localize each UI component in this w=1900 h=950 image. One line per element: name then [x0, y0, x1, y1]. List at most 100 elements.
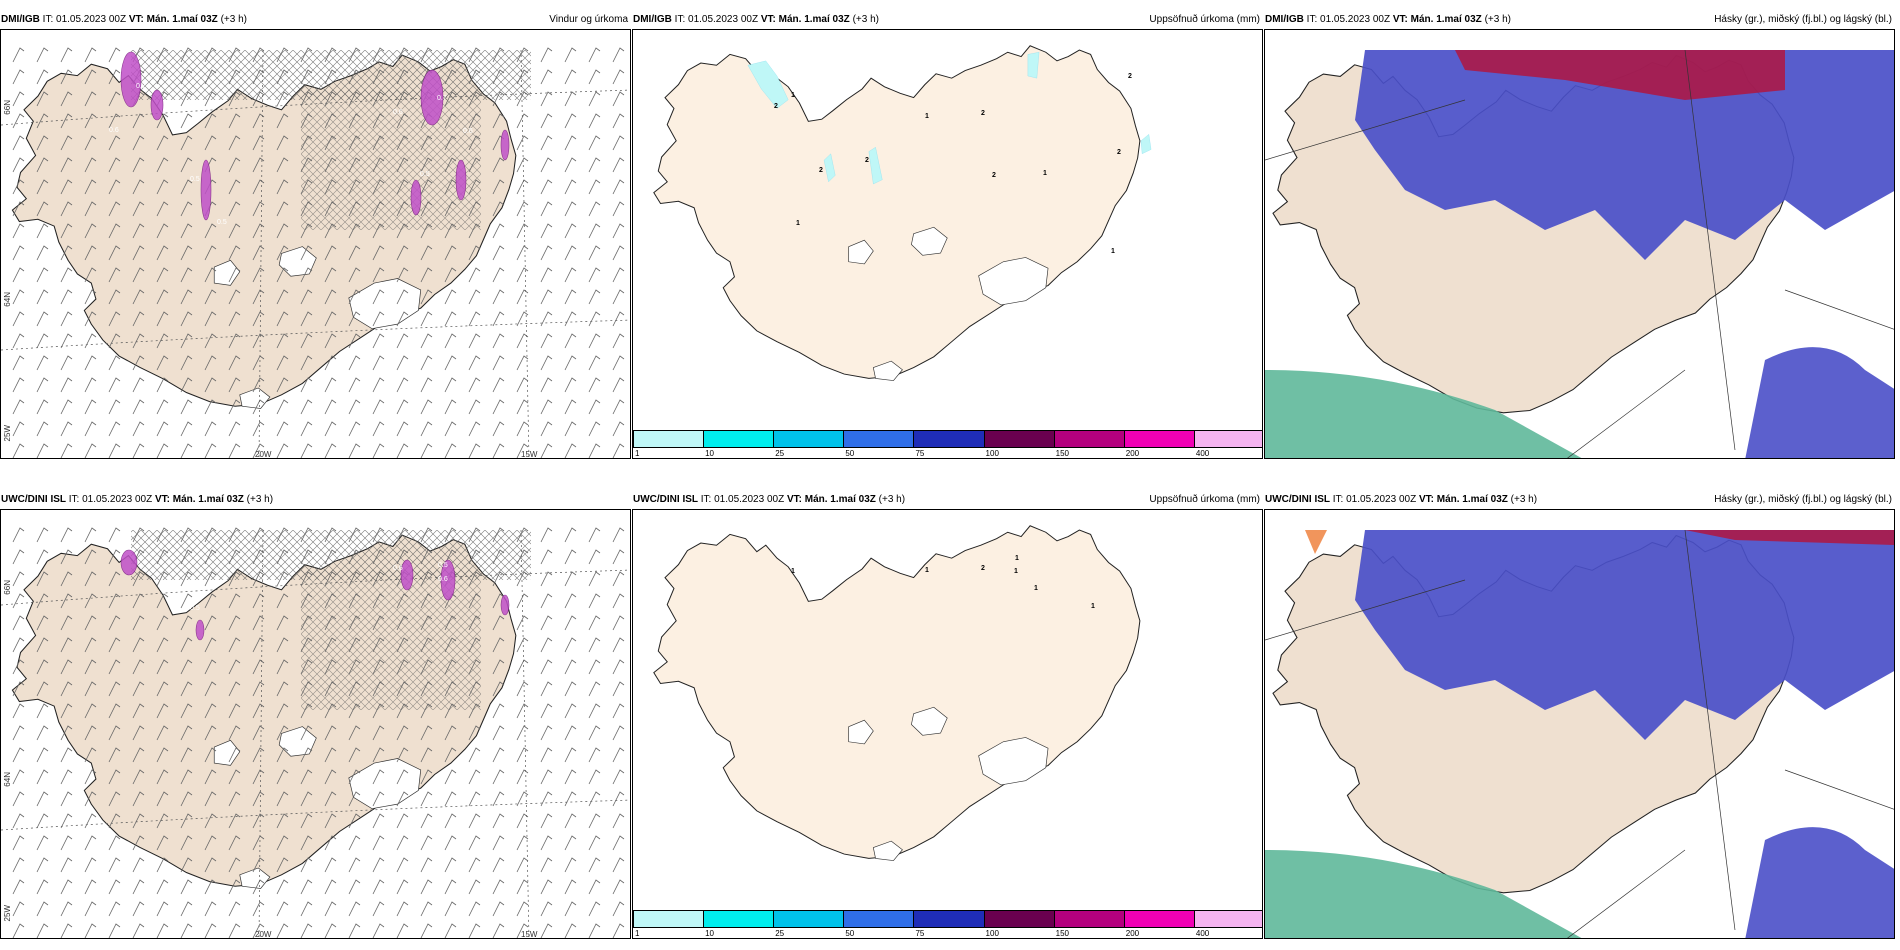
wind-barb [300, 725, 313, 741]
wind-barb [180, 681, 193, 697]
wind-barb [204, 311, 217, 327]
wind-barb [396, 113, 409, 129]
wind-barb [468, 857, 481, 873]
wind-barb [36, 135, 49, 151]
wind-barb [372, 923, 385, 938]
wind-barb [324, 571, 337, 587]
lead-time: (+3 h) [220, 14, 247, 25]
wind-barb [84, 223, 97, 239]
wind-barb [348, 47, 361, 63]
wind-barb [84, 681, 97, 697]
wind-barb [492, 421, 505, 437]
wind-barb [612, 923, 625, 938]
wind-barb [276, 791, 289, 807]
wind-barb [444, 747, 457, 763]
precip-blob [420, 69, 444, 126]
wind-map-canvas: 0.6 0.5 0.6 0.5 [1, 527, 630, 938]
precip-colorbar: 1 10 25 50 75 100 150 200 400 [633, 910, 1262, 938]
precip-area [1140, 134, 1152, 155]
wind-barb [492, 311, 505, 327]
wind-barb [540, 769, 553, 785]
wind-barb [84, 201, 97, 217]
wind-barb [468, 549, 481, 565]
wind-barb [444, 47, 457, 63]
wind-barb [540, 289, 553, 305]
wind-barb [108, 355, 121, 371]
wind-barb [276, 179, 289, 195]
wind-barb [468, 681, 481, 697]
wind-barb [396, 267, 409, 283]
wind-barb [300, 267, 313, 283]
wind-barb [276, 113, 289, 129]
wind-barb [564, 813, 577, 829]
wind-barb [540, 311, 553, 327]
wind-barb [36, 659, 49, 675]
wind-barb [12, 267, 25, 283]
wind-barb [420, 659, 433, 675]
wind-barb [180, 901, 193, 917]
wind-barb [348, 747, 361, 763]
wind-barb [36, 901, 49, 917]
wind-barb [396, 725, 409, 741]
wind-barb [588, 245, 601, 261]
wind-barb [300, 747, 313, 763]
wind-barb [300, 703, 313, 719]
wind-barb [108, 923, 121, 938]
wind-barb [564, 725, 577, 741]
wind-barb [36, 355, 49, 371]
wind-barb [156, 703, 169, 719]
wind-barb [372, 835, 385, 851]
wind-barb [444, 835, 457, 851]
wind-barb [132, 443, 145, 458]
wind-barb [444, 267, 457, 283]
wind-barb [420, 615, 433, 631]
wind-barb [180, 245, 193, 261]
wind-barb [300, 179, 313, 195]
wind-barb [372, 813, 385, 829]
wind-barb [84, 399, 97, 415]
wind-barb [132, 791, 145, 807]
glacier-outline [278, 726, 317, 757]
wind-barb [612, 703, 625, 719]
wind-barb [516, 113, 529, 129]
wind-barb [84, 879, 97, 895]
wind-barb [84, 69, 97, 85]
wind-barb [348, 91, 361, 107]
wind-barb [468, 527, 481, 543]
wind-barb [492, 289, 505, 305]
wind-barb [492, 659, 505, 675]
lon-label-25w: 25W [3, 425, 12, 442]
wind-barb [180, 113, 193, 129]
wind-barb [36, 333, 49, 349]
wind-barb [588, 527, 601, 543]
wind-barb [444, 245, 457, 261]
wind-barb [324, 835, 337, 851]
wind-barb [372, 791, 385, 807]
wind-barb [348, 113, 361, 129]
colorbar-swatch [983, 430, 1055, 448]
precip-map-canvas: 1 2 2 2 2 1 2 1 2 2 1 1 [653, 45, 1152, 381]
wind-barb [420, 747, 433, 763]
wind-barb [60, 201, 73, 217]
wind-barb [612, 791, 625, 807]
wind-barb [12, 289, 25, 305]
wind-barb [84, 527, 97, 543]
wind-barb [468, 91, 481, 107]
wind-barb [252, 901, 265, 917]
panel-header: UWC/DINI ISL IT: 01.05.2023 00Z VT: Mán.… [0, 491, 631, 509]
low-cloud-area [1355, 530, 1894, 740]
wind-barb [564, 421, 577, 437]
precip-value-label: 2 [819, 167, 823, 174]
lon-label-15w: 15W [521, 930, 538, 939]
wind-barb [516, 769, 529, 785]
wind-barb [444, 201, 457, 217]
wind-barb [180, 333, 193, 349]
lat-label-64n: 64N [3, 772, 12, 787]
wind-barb [156, 443, 169, 458]
wind-barb [564, 377, 577, 393]
wind-barb [12, 923, 25, 938]
wind-barb [468, 421, 481, 437]
wind-barb [60, 703, 73, 719]
wind-barb [156, 791, 169, 807]
wind-barb [108, 527, 121, 543]
